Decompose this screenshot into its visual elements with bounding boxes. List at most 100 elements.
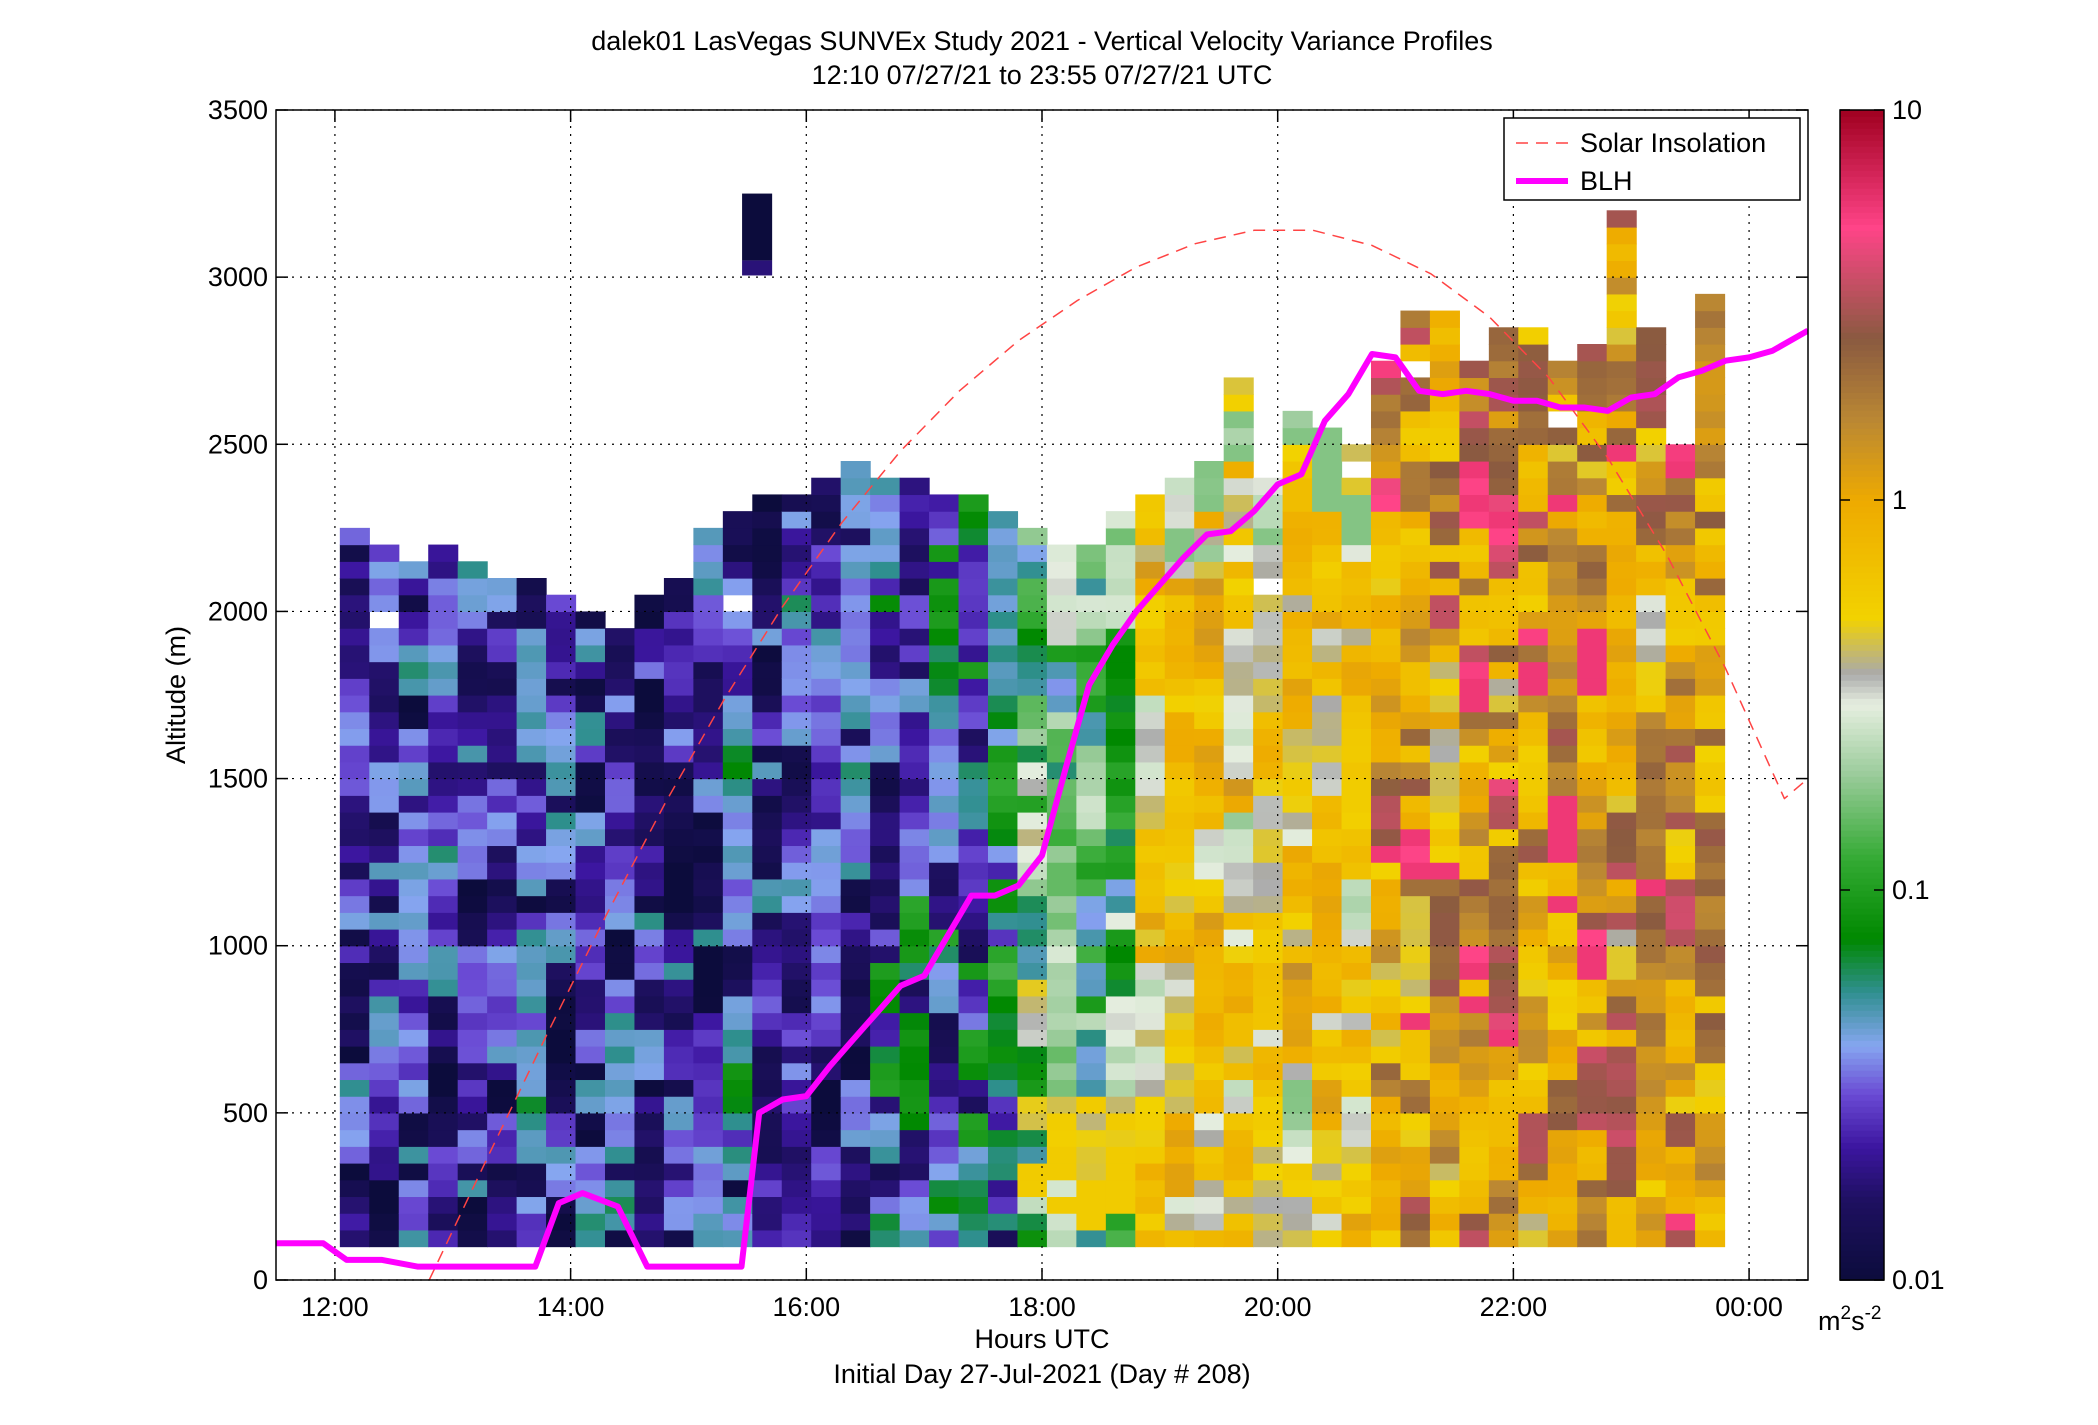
heatmap-cell (840, 1146, 871, 1164)
heatmap-cell (929, 1079, 960, 1097)
heatmap-cell (369, 728, 400, 746)
heatmap-cell (663, 1129, 694, 1147)
heatmap-cell (1429, 945, 1460, 964)
heatmap-cell (1606, 895, 1637, 913)
heatmap-cell (1606, 544, 1637, 562)
heatmap-cell (634, 979, 665, 997)
heatmap-cell (693, 711, 724, 730)
heatmap-cell (516, 711, 547, 730)
heatmap-cell (1488, 1112, 1519, 1131)
heatmap-cell (1547, 778, 1578, 796)
heatmap-cell (1046, 1046, 1077, 1064)
heatmap-cell (722, 628, 753, 646)
heatmap-cell (1606, 594, 1637, 613)
heatmap-cell (1577, 544, 1608, 562)
heatmap-cell (1665, 1112, 1696, 1131)
heatmap-cell (1547, 578, 1578, 596)
heatmap-cell (840, 929, 871, 947)
heatmap-cell (1223, 1079, 1254, 1097)
heatmap-cell (987, 728, 1019, 746)
colorbar-strip (1840, 206, 1884, 213)
heatmap-cell (722, 1163, 753, 1181)
heatmap-cell (1223, 878, 1254, 897)
heatmap-cell (1312, 1146, 1343, 1164)
colorbar-strip (1840, 848, 1884, 855)
heatmap-cell (899, 1179, 930, 1198)
colorbar-strip (1840, 440, 1884, 447)
heatmap-cell (1400, 410, 1431, 429)
heatmap-cell (369, 1229, 400, 1248)
heatmap-cell (722, 895, 753, 913)
heatmap-cell (1135, 1062, 1166, 1081)
heatmap-cell (1076, 1213, 1107, 1231)
heatmap-cell (752, 778, 783, 796)
heatmap-cell (1577, 1046, 1608, 1064)
heatmap-cell (1665, 527, 1696, 546)
colorbar-strip (1840, 464, 1884, 471)
heatmap-cell (1606, 1163, 1637, 1181)
heatmap-cell (339, 1112, 370, 1131)
heatmap-cell (516, 979, 547, 997)
heatmap-cell (1312, 728, 1343, 746)
heatmap-cell (1017, 1196, 1048, 1214)
heatmap-cell (840, 995, 871, 1014)
heatmap-cell (1312, 561, 1343, 579)
heatmap-cell (1665, 628, 1696, 646)
heatmap-cell (958, 1029, 989, 1047)
heatmap-cell (752, 1129, 783, 1147)
heatmap-cell (870, 745, 901, 763)
heatmap-cell (1518, 1179, 1549, 1198)
heatmap-cell (870, 494, 901, 512)
heatmap-cell (604, 1079, 636, 1097)
heatmap-cell (1400, 427, 1431, 445)
heatmap-cell (1046, 1229, 1077, 1248)
heatmap-cell (1577, 761, 1608, 780)
heatmap-cell (1135, 962, 1166, 980)
heatmap-cell (1695, 377, 1726, 395)
heatmap-cell (339, 778, 370, 796)
heatmap-cell (1459, 1062, 1490, 1081)
heatmap-cell (634, 1229, 665, 1248)
heatmap-cell (1429, 327, 1460, 345)
heatmap-cell (575, 761, 606, 780)
heatmap-cell (1135, 1029, 1166, 1047)
heatmap-cell (1164, 644, 1195, 663)
heatmap-cell (870, 728, 901, 746)
heatmap-cell (339, 1179, 370, 1198)
heatmap-cell (1105, 795, 1136, 813)
heatmap-cell (1164, 862, 1195, 880)
heatmap-cell (1400, 912, 1431, 930)
heatmap-cell (1194, 895, 1225, 913)
heatmap-cell (1105, 878, 1136, 897)
heatmap-cell (663, 578, 694, 596)
heatmap-cell (339, 1079, 370, 1097)
heatmap-cell (1488, 594, 1519, 613)
colorbar-strip (1840, 452, 1884, 459)
heatmap-cell (1341, 611, 1372, 629)
heatmap-cell (1429, 628, 1460, 646)
heatmap-cell (1695, 1029, 1726, 1047)
heatmap-cell (1636, 728, 1667, 746)
heatmap-cell (1547, 878, 1578, 897)
heatmap-cell (1488, 929, 1519, 947)
heatmap-cell (487, 761, 518, 780)
heatmap-cell (457, 895, 488, 913)
heatmap-cell (428, 979, 459, 997)
heatmap-cell (1488, 661, 1519, 679)
heatmap-cell (899, 544, 930, 562)
heatmap-cell (1341, 1179, 1372, 1198)
heatmap-cell (1135, 795, 1166, 813)
heatmap-cell (1577, 1029, 1608, 1047)
heatmap-cell (1518, 1196, 1549, 1214)
heatmap-cell (1312, 945, 1343, 964)
heatmap-cell (870, 1112, 901, 1131)
heatmap-cell (929, 1213, 960, 1231)
heatmap-cell (958, 745, 989, 763)
heatmap-cell (1547, 895, 1578, 913)
heatmap-cell (870, 644, 901, 663)
heatmap-cell (987, 1096, 1019, 1114)
heatmap-cell (1223, 895, 1254, 913)
heatmap-cell (870, 1096, 901, 1114)
heatmap-cell (663, 795, 694, 813)
heatmap-cell (1606, 511, 1637, 529)
